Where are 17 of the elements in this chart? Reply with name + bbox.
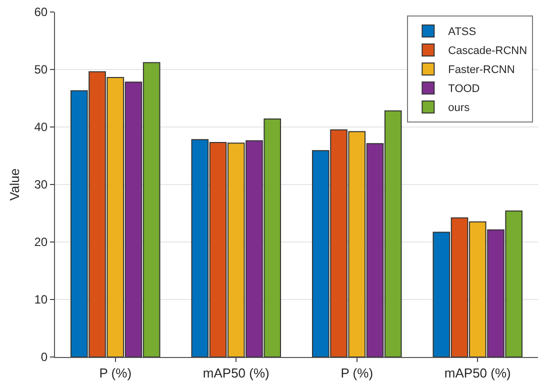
legend-label: ATSS <box>448 26 476 38</box>
y-tick-label: 20 <box>34 235 48 250</box>
y-tick-label: 10 <box>34 292 48 307</box>
x-tick-label: mAP50 (%) <box>202 366 270 381</box>
y-tick-label: 60 <box>34 5 48 20</box>
legend-label: Faster-RCNN <box>448 64 515 76</box>
x-tick-label: P (%) <box>99 366 132 381</box>
x-tick-label: mAP50 (%) <box>444 366 511 381</box>
legend-label: Cascade-RCNN <box>448 45 528 58</box>
y-tick-label: 30 <box>34 178 48 192</box>
y-tick-label: 0 <box>40 350 48 364</box>
y-axis-title: Value <box>7 168 22 201</box>
legend-label: TOOD <box>448 83 480 96</box>
x-tick-label: P (%) <box>340 366 374 381</box>
y-tick-label: 50 <box>34 62 48 77</box>
y-tick-label: 40 <box>34 120 48 134</box>
legend-label: ours <box>448 102 470 114</box>
